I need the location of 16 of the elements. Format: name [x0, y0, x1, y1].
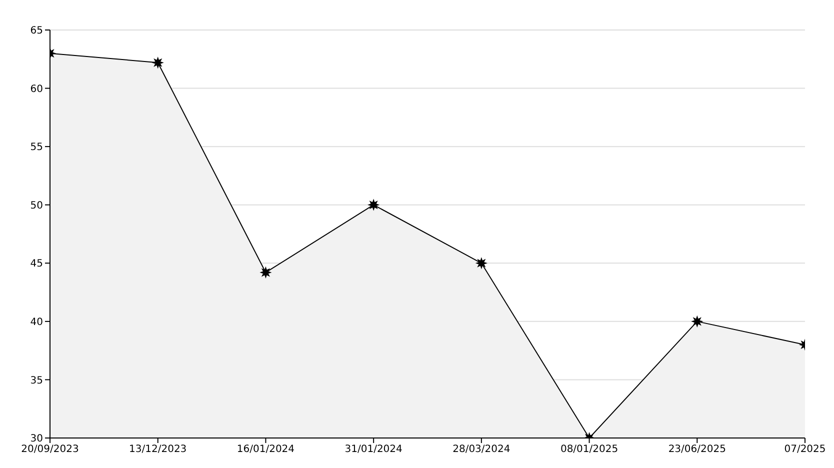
x-tick-label: 28/03/2024 — [452, 444, 510, 456]
x-tick-label: 16/01/2024 — [236, 444, 295, 456]
x-tick-label: 23/06/2025 — [668, 444, 726, 456]
y-tick-label: 35 — [30, 375, 43, 386]
y-tick-label: 40 — [30, 316, 43, 328]
x-tick-label: 31/01/2024 — [344, 444, 402, 456]
x-tick-label: 07/2025 — [784, 444, 826, 456]
y-tick-label: 65 — [30, 26, 43, 37]
y-tick-label: 50 — [30, 200, 43, 212]
x-tick-label: 08/01/2025 — [560, 444, 618, 456]
x-tick-label: 13/12/2023 — [129, 444, 187, 456]
y-tick-label: 30 — [30, 434, 43, 445]
x-tick-label: 20/09/2023 — [21, 444, 79, 456]
y-tick-label: 45 — [30, 258, 43, 270]
y-tick-label: 55 — [30, 142, 43, 154]
y-tick-label: 60 — [30, 84, 43, 95]
